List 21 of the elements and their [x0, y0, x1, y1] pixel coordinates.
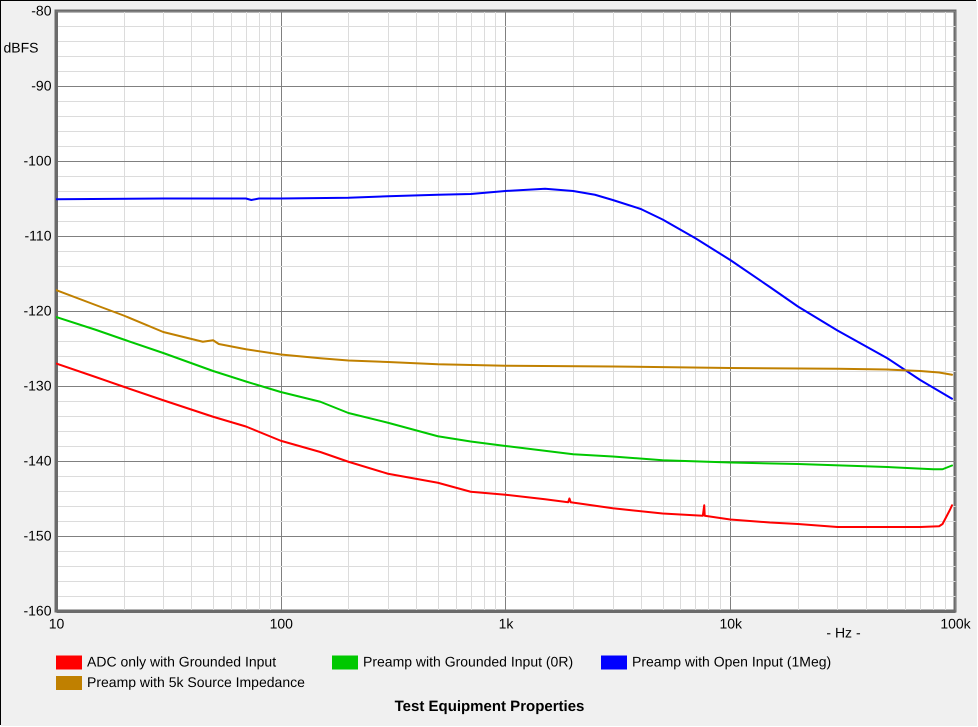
y-tick-label: -100 — [23, 152, 52, 168]
legend-label: Preamp with Grounded Input (0R) — [363, 653, 574, 670]
x-tick-label: 10k — [719, 616, 744, 632]
y-tick-label: -140 — [23, 452, 52, 468]
legend-label: Preamp with 5k Source Impedance — [87, 674, 306, 690]
y-tick-label: -150 — [23, 528, 52, 544]
text: Test Equipment Properties — [394, 698, 584, 715]
y-axis-title: dBFS — [4, 40, 39, 56]
y-tick-label: -110 — [24, 228, 52, 244]
x-tick-label: 100 — [270, 616, 294, 632]
y-tick-label: -80 — [31, 2, 52, 18]
y-tick-label: -120 — [23, 302, 52, 318]
y-tick-label: -90 — [31, 78, 52, 94]
legend-label: ADC only with Grounded Input — [87, 653, 276, 670]
x-tick-label: 100k — [940, 616, 972, 632]
x-tick-label: 10 — [48, 616, 64, 632]
x-axis-title: - Hz - — [826, 624, 861, 640]
y-tick-label: -160 — [23, 602, 52, 618]
y-tick-label: -130 — [23, 378, 52, 394]
x-tick-label: 1k — [498, 616, 514, 632]
legend-label: Preamp with Open Input (1Meg) — [632, 653, 832, 670]
